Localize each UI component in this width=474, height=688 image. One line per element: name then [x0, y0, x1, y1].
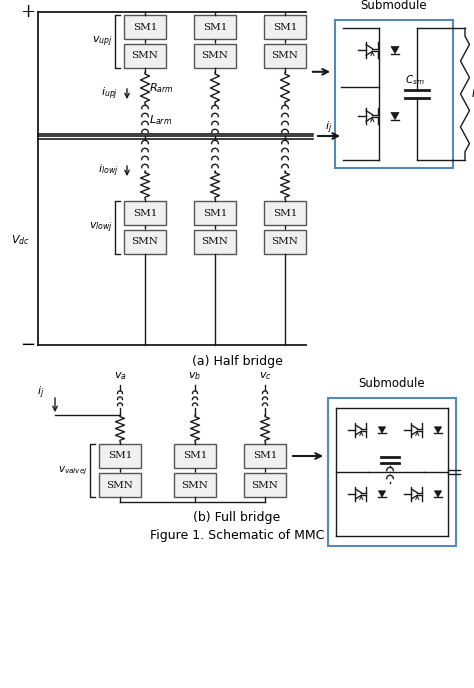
Bar — [264, 201, 306, 225]
Text: $v_{valvej}$: $v_{valvej}$ — [58, 464, 88, 477]
Bar — [264, 15, 306, 39]
Text: $v_b$: $v_b$ — [189, 370, 201, 382]
Text: SMN: SMN — [201, 52, 228, 61]
Text: $V_{dc}$: $V_{dc}$ — [10, 234, 29, 248]
Bar — [194, 230, 236, 254]
Text: SM1: SM1 — [273, 208, 297, 217]
Text: SM1: SM1 — [203, 208, 227, 217]
Bar — [264, 44, 306, 68]
Text: SM1: SM1 — [133, 23, 157, 32]
Text: $v_{upj}$: $v_{upj}$ — [92, 34, 113, 49]
Text: SM1: SM1 — [133, 208, 157, 217]
Text: SMN: SMN — [107, 480, 134, 489]
Text: SM1: SM1 — [183, 451, 207, 460]
Text: $C_{sm}$: $C_{sm}$ — [405, 73, 425, 87]
Text: SMN: SMN — [272, 237, 299, 246]
Polygon shape — [434, 427, 442, 433]
Text: $i_j$: $i_j$ — [37, 385, 45, 401]
Text: Submodule: Submodule — [359, 377, 425, 390]
Bar — [244, 473, 286, 497]
Text: −: − — [20, 336, 36, 354]
Text: SM1: SM1 — [108, 451, 132, 460]
Bar — [194, 44, 236, 68]
Polygon shape — [391, 112, 399, 120]
Bar — [174, 444, 216, 468]
Text: $i_{lowj}$: $i_{lowj}$ — [98, 163, 118, 179]
Bar — [124, 201, 166, 225]
Text: $v_a$: $v_a$ — [114, 370, 127, 382]
Bar — [99, 444, 141, 468]
Text: SMN: SMN — [252, 480, 278, 489]
Polygon shape — [378, 427, 386, 433]
Text: SM1: SM1 — [253, 451, 277, 460]
Bar — [194, 201, 236, 225]
Text: SM1: SM1 — [203, 23, 227, 32]
Text: $L_{arm}$: $L_{arm}$ — [149, 113, 172, 127]
Text: $R_{arm}$: $R_{arm}$ — [149, 81, 173, 95]
Text: SMN: SMN — [132, 237, 158, 246]
Text: $v_c$: $v_c$ — [259, 370, 272, 382]
Text: $v_{lowj}$: $v_{lowj}$ — [89, 220, 113, 235]
Bar — [328, 398, 456, 546]
Bar — [244, 444, 286, 468]
Polygon shape — [434, 491, 442, 497]
Text: (b) Full bridge: (b) Full bridge — [193, 511, 281, 524]
Text: +: + — [20, 3, 36, 21]
Text: $i_j$: $i_j$ — [325, 120, 333, 136]
Text: SMN: SMN — [201, 237, 228, 246]
Text: Submodule: Submodule — [361, 0, 428, 12]
Polygon shape — [391, 46, 399, 54]
Text: Figure 1. Schematic of MMC: Figure 1. Schematic of MMC — [150, 530, 324, 543]
Text: SMN: SMN — [132, 52, 158, 61]
Text: (a) Half bridge: (a) Half bridge — [191, 354, 283, 367]
Text: SM1: SM1 — [273, 23, 297, 32]
Bar — [124, 44, 166, 68]
Polygon shape — [378, 491, 386, 497]
Text: SMN: SMN — [182, 480, 209, 489]
Bar — [124, 15, 166, 39]
Bar — [264, 230, 306, 254]
Bar — [335, 20, 453, 168]
Text: SMN: SMN — [272, 52, 299, 61]
Bar — [174, 473, 216, 497]
Bar — [124, 230, 166, 254]
Text: $i_{upj}$: $i_{upj}$ — [101, 86, 118, 103]
Bar — [194, 15, 236, 39]
Text: $R_c$: $R_c$ — [471, 87, 474, 101]
Bar — [99, 473, 141, 497]
